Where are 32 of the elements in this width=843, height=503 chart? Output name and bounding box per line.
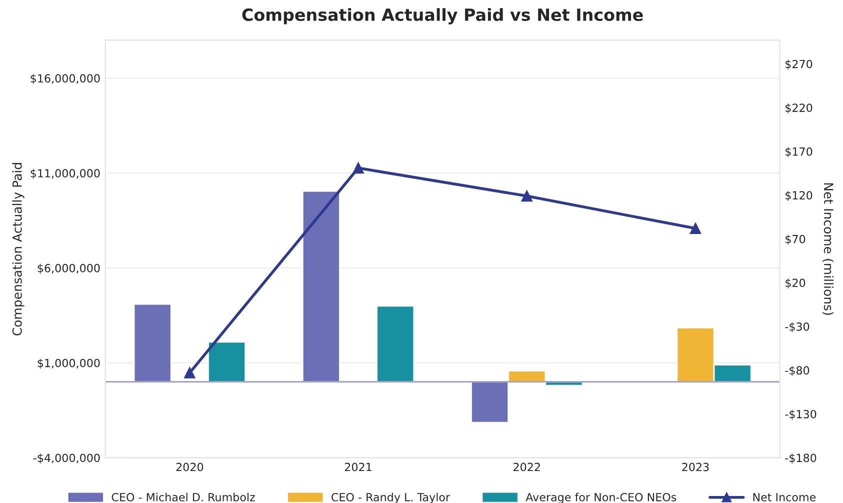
- x-tick-label: 2022: [514, 462, 540, 472]
- y2-axis-title: Net Income (millions): [822, 183, 834, 315]
- x-tick-label: 2020: [176, 462, 204, 472]
- y2-tick-label: $170: [786, 147, 812, 158]
- legend-label: CEO - Michael D. Rumbolz: [112, 492, 255, 502]
- point: [690, 222, 702, 234]
- y2-tick-label: -$130: [785, 410, 816, 420]
- y-tick-label: $6,000,000: [38, 264, 100, 274]
- bar: [376, 305, 415, 383]
- y2-tick-label: -$180: [785, 454, 816, 464]
- y-tick-label: -$4,000,000: [33, 454, 100, 464]
- y2-tick-label: -$30: [785, 322, 810, 332]
- bar: [302, 190, 340, 383]
- y2-tick-label: $220: [786, 103, 812, 114]
- y2-tick-label: $20: [786, 278, 806, 289]
- y-tick-label: $1,000,000: [38, 358, 100, 369]
- y2-tick-label: -$80: [785, 366, 810, 376]
- point: [521, 190, 532, 202]
- y2-tick-label: $270: [786, 60, 812, 70]
- y-tick-label: $11,000,000: [30, 168, 100, 179]
- point: [184, 367, 196, 378]
- x-tick-label: 2021: [344, 462, 372, 472]
- y-tick-label: $16,000,000: [30, 74, 100, 84]
- legend-label: Net Income: [753, 493, 816, 502]
- point: [352, 162, 364, 174]
- x-tick-label: 2023: [682, 462, 709, 472]
- y2-tick-label: $70: [786, 234, 806, 245]
- chart-title: Compensation Actually Paid vs Net Income: [242, 8, 643, 24]
- y-axis-title: Compensation Actually Paid: [12, 163, 24, 336]
- bar: [133, 303, 172, 383]
- y2-tick-label: $120: [786, 190, 812, 202]
- bar: [208, 341, 246, 383]
